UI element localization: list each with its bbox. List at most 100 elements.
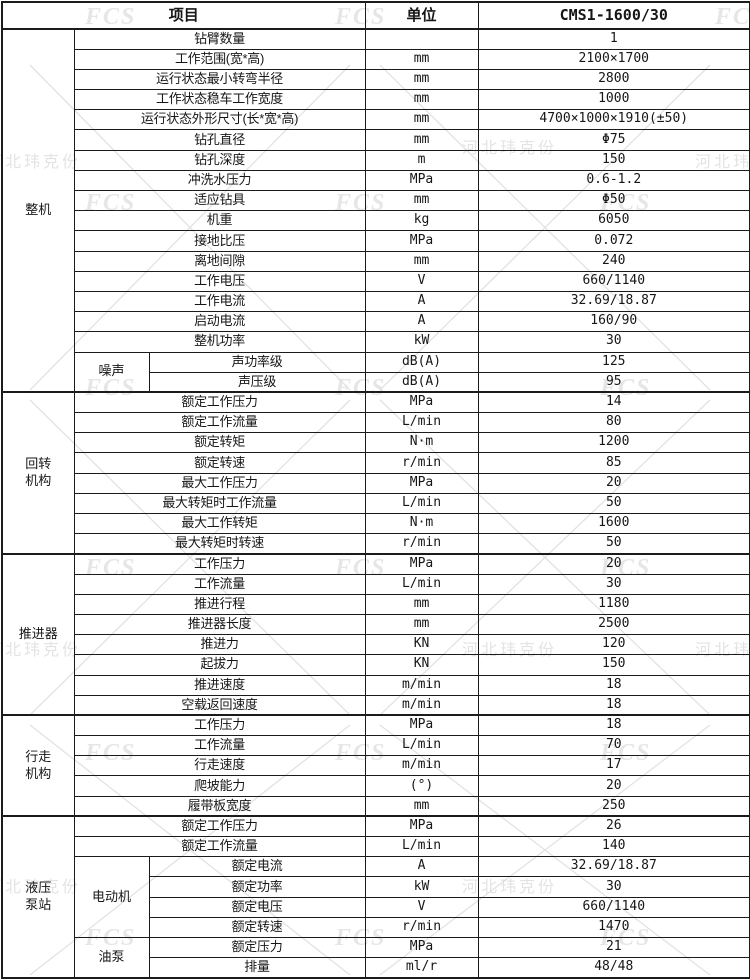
spec-row: 工作流量 L/min 30: [2, 573, 750, 595]
spec-value: 1600: [477, 512, 750, 535]
spec-label: 工作流量: [73, 573, 366, 595]
spec-row: 空载返回速度 m/min 18: [2, 694, 750, 716]
spec-value: 120: [477, 634, 750, 656]
spec-row: 启动电流 A 160/90: [2, 311, 750, 333]
spec-unit: L/min: [364, 492, 479, 515]
group-cell-pump-station: 液压泵站: [1, 815, 75, 979]
spec-unit: V: [364, 270, 479, 292]
spec-value: 20: [477, 552, 750, 575]
spec-row: 工作流量 L/min 70: [2, 735, 750, 757]
group-label: 液压泵站: [25, 880, 52, 913]
spec-row: 最大转矩时转速 r/min 50: [2, 533, 750, 555]
spec-value: 2500: [477, 613, 750, 636]
spec-value: 4700×1000×1910(±50): [477, 109, 750, 131]
spec-unit: kg: [364, 210, 479, 232]
subgroup-cell-noise: 噪声: [73, 351, 150, 393]
spec-value: 18: [477, 694, 750, 716]
spec-label: 钻臂数量: [73, 28, 366, 50]
spec-row: 推进力 KN 120: [2, 634, 750, 656]
spec-label: 额定电压: [148, 896, 366, 918]
spec-row: 爬坡能力 (°) 20: [2, 775, 750, 797]
spec-row: 机重 kg 6050: [2, 210, 750, 232]
spec-unit: L/min: [364, 835, 479, 858]
spec-value: 240: [477, 250, 750, 272]
spec-row: 推进器 工作压力 MPa 20: [1, 552, 750, 716]
spec-row: 推进速度 m/min 18: [2, 674, 750, 696]
spec-value: 150: [477, 149, 750, 171]
subgroup-cell-oil-pump: 油泵: [73, 936, 150, 979]
spec-unit: MPa: [364, 472, 479, 494]
spec-unit: mm: [364, 189, 479, 212]
spec-label: 声压级: [148, 371, 366, 393]
spec-row: 钻孔深度 m 150: [2, 149, 750, 171]
spec-unit: m/min: [364, 755, 479, 777]
spec-value: 17: [477, 755, 750, 777]
spec-row: 工作电流 A 32.69/18.87: [2, 290, 750, 313]
spec-label: 启动电流: [73, 311, 366, 333]
spec-label: 额定转矩: [73, 432, 366, 454]
spec-row: 推进器长度 mm 2500: [2, 613, 750, 636]
spec-value: 0.6-1.2: [477, 169, 750, 192]
spec-unit: L/min: [364, 412, 479, 434]
spec-label: 工作压力: [73, 714, 366, 737]
spec-row: 噪声 声功率级 dB(A) 125: [2, 351, 750, 393]
spec-label: 接地比压: [73, 230, 366, 252]
spec-unit: A: [364, 290, 479, 313]
spec-label: 最大转矩时转速: [73, 533, 366, 555]
spec-label: 整机功率: [73, 331, 366, 353]
spec-unit: [364, 28, 479, 50]
spec-unit: N·m: [364, 432, 479, 454]
spec-label: 额定压力: [148, 936, 366, 959]
spec-label: 排量: [148, 957, 366, 979]
header-unit: 单位: [364, 1, 479, 30]
spec-unit: mm: [364, 48, 479, 70]
spec-unit: (°): [364, 775, 479, 797]
spec-unit: mm: [364, 109, 479, 131]
spec-label: 爬坡能力: [73, 775, 366, 797]
spec-unit: MPa: [364, 169, 479, 192]
spec-unit: V: [364, 896, 479, 918]
spec-value: 1200: [477, 432, 750, 454]
spec-row: 整机功率 kW 30: [2, 331, 750, 353]
spec-unit: m: [364, 149, 479, 171]
group-label: 回转机构: [25, 456, 52, 489]
spec-label: 额定工作流量: [73, 835, 366, 858]
spec-unit: r/min: [364, 533, 479, 555]
spec-unit: KN: [364, 654, 479, 676]
spec-label: 工作电流: [73, 290, 366, 313]
spec-unit: ml/r: [364, 957, 479, 979]
spec-row: 最大工作压力 MPa 20: [2, 472, 750, 494]
spec-label: 工作电压: [73, 270, 366, 292]
spec-label: 额定转速: [73, 452, 366, 474]
spec-unit: mm: [364, 795, 479, 817]
spec-unit: mm: [364, 89, 479, 111]
spec-row: 行走速度 m/min 17: [2, 755, 750, 777]
spec-label: 钻孔深度: [73, 149, 366, 171]
group-cell-propeller: 推进器: [1, 552, 75, 716]
spec-row: 起拔力 KN 150: [2, 654, 750, 676]
spec-row: 额定转矩 N·m 1200: [2, 432, 750, 454]
spec-value: 85: [477, 452, 750, 474]
spec-label: 工作范围(宽*高): [73, 48, 366, 70]
group-label: 推进器: [18, 626, 58, 642]
subgroup-label: 电动机: [91, 888, 131, 904]
spec-value: 30: [477, 331, 750, 353]
spec-value: 30: [477, 876, 750, 898]
spec-value: 26: [477, 815, 750, 838]
spec-label: 空载返回速度: [73, 694, 366, 716]
spec-row: 额定工作流量 L/min 80: [2, 412, 750, 434]
group-cell-traveling: 行走机构: [1, 714, 75, 817]
header-model: CMS1-1600/30: [477, 1, 750, 30]
spec-value: 0.072: [477, 230, 750, 252]
spec-label: 声功率级: [148, 351, 366, 373]
spec-row: 运行状态外形尺寸(长*宽*高) mm 4700×1000×1910(±50): [2, 109, 750, 131]
table-header-row: 项目 单位 CMS1-1600/30: [1, 1, 750, 30]
header-item: 项目: [1, 1, 366, 30]
spec-label: 适应钻具: [73, 189, 366, 212]
spec-unit: dB(A): [364, 371, 479, 393]
spec-row: 最大转矩时工作流量 L/min 50: [2, 492, 750, 515]
spec-label: 最大工作压力: [73, 472, 366, 494]
spec-row: 整机 钻臂数量 1: [1, 28, 750, 393]
